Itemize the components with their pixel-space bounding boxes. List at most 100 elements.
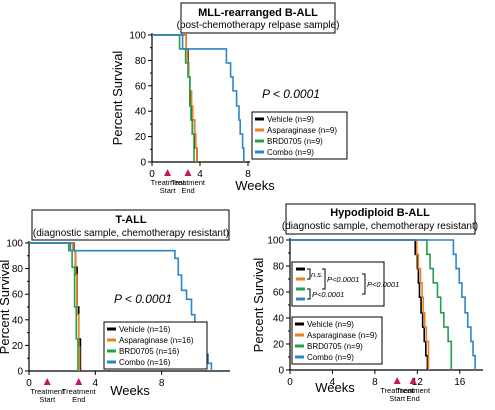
x-axis-label: Weeks <box>110 383 150 398</box>
bracket-ns <box>307 268 311 280</box>
legend-label: BRD0705 (n=9) <box>267 137 323 146</box>
treatment-end-marker <box>409 377 417 384</box>
y-tick-label: 40 <box>135 107 147 118</box>
treatment-end-label-line: Treatment <box>62 387 97 396</box>
x-tick-label: 0 <box>287 377 293 388</box>
x-tick-label: 8 <box>372 377 378 388</box>
title-box <box>180 2 336 34</box>
chart-t-all: T-ALL (diagnostic sample, chemotherapy re… <box>0 209 230 404</box>
x-tick-label: 4 <box>197 169 203 180</box>
legend-label: Combo (n=16) <box>119 358 171 367</box>
treatment-start-label-line: Start <box>389 394 406 403</box>
treatment-end-marker <box>75 378 83 385</box>
legend-label: BRD0705 (n=16) <box>119 347 180 356</box>
treatment-end-label-line: End <box>72 395 85 404</box>
y-tick-label: 100 <box>129 31 146 42</box>
y-tick-label: 60 <box>273 288 285 299</box>
p-value: P < 0.0001 <box>262 87 320 101</box>
legend-label: Asparaginase (n=9) <box>307 331 377 340</box>
y-tick-label: 60 <box>135 81 147 92</box>
series-line-2 <box>290 239 453 370</box>
x-tick-label: 8 <box>159 378 165 389</box>
legend-label: Combo (n=9) <box>267 148 314 157</box>
treatment-end-marker <box>184 169 192 176</box>
title-box <box>31 209 230 241</box>
significance-p1: P<0.0001 <box>327 275 359 284</box>
p-value: P < 0.0001 <box>114 292 172 306</box>
treatment-end-label-line: Treatment <box>171 178 206 187</box>
treatment-start-label: Treatment Start <box>380 386 415 403</box>
treatment-start-label-line: Start <box>160 186 177 195</box>
y-axis-label: Percent Survival <box>0 260 12 355</box>
x-tick-label: 16 <box>454 377 466 388</box>
significance-p3: P<0.0001 <box>367 280 399 289</box>
treatment-end-label-line: Treatment <box>396 386 431 395</box>
legend-box <box>103 321 208 370</box>
y-tick-label: 40 <box>12 315 24 326</box>
x-tick-label: 0 <box>26 378 32 389</box>
chart-title: Hypodiploid B-ALL <box>330 207 430 219</box>
y-tick-label: 0 <box>278 366 284 377</box>
treatment-end-label: Treatment End <box>396 386 431 403</box>
legend-box <box>291 316 383 365</box>
bracket-p2 <box>307 288 311 300</box>
chart-subtitle: (diagnostic sample, chemotherapy resista… <box>282 221 478 232</box>
series-line-2 <box>152 34 195 162</box>
chart-hypodiploid-b-all: Hypodiploid B-ALL (diagnostic sample, che… <box>251 203 483 403</box>
significance-ns: n.s. <box>311 270 323 279</box>
treatment-start-label-line: Start <box>39 395 56 404</box>
treatment-start-label: Treatment Start <box>151 178 186 195</box>
y-axis-label: Percent Survival <box>110 51 125 146</box>
chart-mll-b-all: MLL-rearranged B-ALL(post-chemotherapy r… <box>110 2 348 195</box>
legend-label: Vehicle (n=9) <box>267 115 314 124</box>
chart-subtitle: (post-chemotherapy relpase sample) <box>177 20 340 31</box>
series-line-3 <box>290 239 476 370</box>
treatment-start-label: Treatment Start <box>30 387 65 404</box>
y-tick-label: 60 <box>12 290 24 301</box>
chart-title: MLL-rearranged B-ALL <box>198 7 318 19</box>
series-line-2 <box>29 242 79 371</box>
y-tick-label: 100 <box>267 236 284 247</box>
y-axis-label: Percent Survival <box>251 258 266 353</box>
y-tick-label: 20 <box>135 132 147 143</box>
series-line-1 <box>29 242 81 371</box>
treatment-start-label-line: Treatment <box>151 178 186 187</box>
y-tick-label: 80 <box>12 264 24 275</box>
x-tick-label: 12 <box>412 377 424 388</box>
series-line-1 <box>290 239 430 370</box>
bracket-p1 <box>322 268 326 290</box>
treatment-end-label-line: End <box>406 394 419 403</box>
legend-label: Combo (n=9) <box>307 353 354 362</box>
bracket-p3 <box>362 273 366 295</box>
x-tick-label: 0 <box>149 169 155 180</box>
legend-box <box>251 111 348 160</box>
chart-subtitle: (diagnostic sample, chemotherapy resista… <box>33 228 229 239</box>
y-tick-label: 0 <box>17 367 23 378</box>
y-tick-label: 20 <box>12 341 24 352</box>
x-tick-label: 4 <box>93 378 99 389</box>
legend-label: BRD0705 (n=9) <box>307 342 363 351</box>
treatment-start-marker <box>43 378 51 385</box>
treatment-start-marker <box>393 377 401 384</box>
legend-label: Asparaginase (n=16) <box>119 336 194 345</box>
x-tick-label: 8 <box>245 169 251 180</box>
x-tick-label: 4 <box>330 377 336 388</box>
x-axis-label: Weeks <box>235 178 275 193</box>
y-tick-label: 80 <box>135 56 147 67</box>
x-axis-label: Weeks <box>315 380 355 395</box>
treatment-end-label: Treatment End <box>171 178 206 195</box>
chart-title: T-ALL <box>115 214 146 226</box>
treatment-start-label-line: Treatment <box>30 387 65 396</box>
significance-p2: P<0.0001 <box>312 290 344 299</box>
legend-label: Vehicle (n=9) <box>307 320 354 329</box>
series-line-3 <box>152 34 245 162</box>
y-tick-label: 100 <box>6 239 23 250</box>
treatment-end-label-line: End <box>181 186 194 195</box>
treatment-end-label: Treatment End <box>62 387 97 404</box>
y-tick-label: 20 <box>273 340 285 351</box>
legend-label: Asparaginase (n=9) <box>267 126 337 135</box>
y-tick-label: 40 <box>273 314 285 325</box>
y-tick-label: 80 <box>273 262 285 273</box>
title-box <box>285 203 476 235</box>
